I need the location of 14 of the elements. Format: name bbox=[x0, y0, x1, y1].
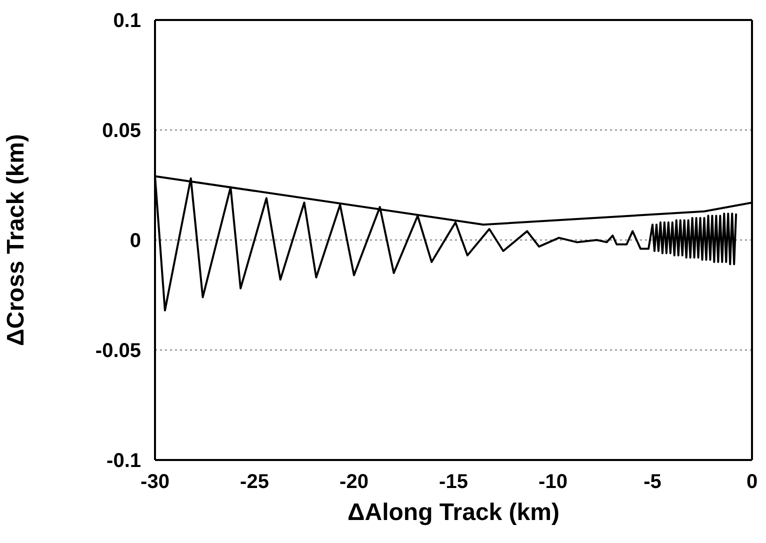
y-axis-title: ΔCross Track (km) bbox=[2, 134, 30, 346]
x-tick-label: -5 bbox=[644, 471, 662, 494]
x-axis-title: ΔAlong Track (km) bbox=[348, 499, 560, 526]
y-tick-label: -0.1 bbox=[106, 450, 141, 472]
y-tick-label: 0.05 bbox=[102, 120, 141, 142]
x-tick-label: -30 bbox=[140, 471, 170, 494]
x-tick-label: -10 bbox=[538, 471, 568, 494]
y-tick-label: 0 bbox=[130, 230, 141, 252]
y-tick-label: 0.1 bbox=[113, 10, 141, 32]
x-tick-label: -25 bbox=[240, 471, 269, 494]
x-tick-label: -20 bbox=[340, 471, 368, 494]
x-tick-label: -15 bbox=[439, 471, 468, 494]
x-tick-label: 0 bbox=[746, 471, 758, 494]
y-tick-label: -0.05 bbox=[95, 340, 141, 362]
